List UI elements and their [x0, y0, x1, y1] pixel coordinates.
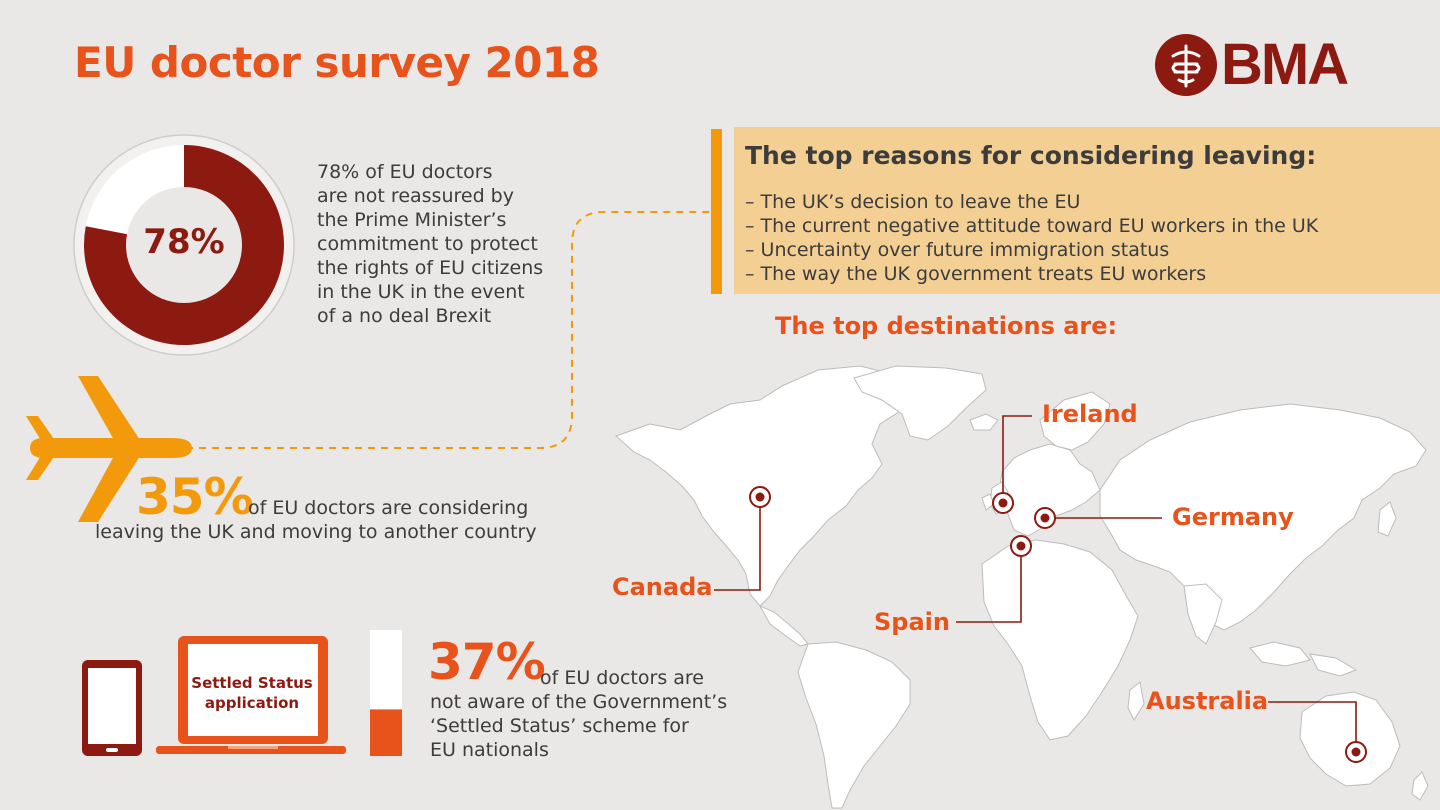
- leaving-percent: 35%: [136, 468, 254, 526]
- reason-item: – The UK’s decision to leave the EU: [745, 191, 1081, 213]
- unaware-line: not aware of the Government’s: [430, 691, 728, 713]
- leaving-text-line1: of EU doctors are considering: [248, 497, 529, 519]
- reassured-line: of a no deal Brexit: [317, 305, 492, 327]
- reasons-title: The top reasons for considering leaving:: [745, 141, 1317, 170]
- label-canada: Canada: [612, 573, 713, 601]
- unaware-description: of EU doctors are not aware of the Gover…: [430, 666, 750, 762]
- reassured-line: in the UK in the event: [317, 281, 525, 303]
- bma-emblem-icon: [1155, 34, 1217, 96]
- settled-status-screen-label: Settled Status application: [190, 673, 314, 713]
- reassured-line: the Prime Minister’s: [317, 209, 507, 231]
- page-title: EU doctor survey 2018: [74, 38, 600, 87]
- unaware-line: ‘Settled Status’ scheme for: [430, 715, 689, 737]
- devices-illustration: [82, 630, 402, 756]
- reassured-description: 78% of EU doctors are not reassured by t…: [317, 160, 557, 328]
- label-australia: Australia: [1146, 687, 1269, 715]
- reassured-line: are not reassured by: [317, 185, 514, 207]
- reasons-list: – The UK’s decision to leave the EU – Th…: [745, 190, 1318, 286]
- plane-icon: [26, 376, 192, 522]
- unaware-line: EU nationals: [430, 739, 549, 761]
- progress-bar: [370, 630, 402, 756]
- progress-bar-fill: [370, 709, 402, 756]
- donut-percent-label: 78%: [143, 222, 225, 262]
- world-map: [615, 365, 1429, 809]
- reason-item: – Uncertainty over future immigration st…: [745, 239, 1170, 261]
- reassured-line: the rights of EU citizens: [317, 257, 544, 279]
- reasons-panel: [734, 127, 1440, 294]
- destinations-title: The top destinations are:: [775, 312, 1118, 340]
- laptop-icon: [156, 636, 346, 754]
- label-spain: Spain: [874, 608, 950, 636]
- reassured-line: 78% of EU doctors: [317, 161, 493, 183]
- bma-wordmark: BMA: [1221, 32, 1349, 97]
- tablet-icon: [82, 660, 142, 756]
- unaware-line: of EU doctors are: [540, 667, 704, 689]
- reassured-line: commitment to protect: [317, 233, 538, 255]
- reasons-accent-bar: [711, 129, 722, 294]
- reason-item: – The way the UK government treats EU wo…: [745, 263, 1207, 285]
- reason-item: – The current negative attitude toward E…: [745, 215, 1319, 237]
- label-ireland: Ireland: [1042, 400, 1138, 428]
- label-germany: Germany: [1172, 503, 1294, 531]
- bma-logo: BMA: [1155, 34, 1370, 96]
- leaving-text-line2: leaving the UK and moving to another cou…: [95, 521, 537, 543]
- screen-label-line: application: [204, 694, 300, 712]
- screen-label-line: Settled Status: [191, 674, 313, 692]
- unaware-percent: 37%: [428, 633, 546, 691]
